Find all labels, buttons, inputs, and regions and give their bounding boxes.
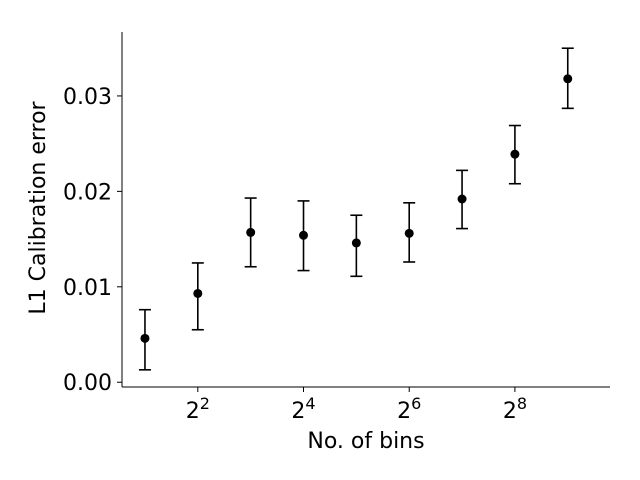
y-tick-label: 0.01 [63, 276, 112, 301]
points-layer [140, 74, 573, 343]
data-point [510, 149, 520, 159]
plot-area [138, 47, 574, 371]
data-point [140, 333, 150, 343]
data-point [351, 238, 361, 248]
data-point [193, 288, 203, 298]
data-point [457, 194, 467, 204]
data-point [299, 230, 309, 240]
x-tick-label: 22 [186, 394, 210, 424]
data-point [246, 227, 256, 237]
y-tick-label: 0.00 [63, 371, 112, 396]
x-ticks: 22 24 26 28 [186, 387, 527, 424]
x-tick-label: 24 [291, 394, 315, 424]
x-tick-label: 28 [503, 394, 527, 424]
x-axis-label: No. of bins [307, 429, 424, 454]
y-tick-label: 0.02 [63, 180, 112, 205]
y-ticks: 0.00 0.01 0.02 0.03 [63, 85, 122, 396]
errorbars-layer [138, 47, 574, 371]
x-tick-label: 26 [397, 394, 421, 424]
data-point [404, 228, 414, 238]
y-axis-label: L1 Calibration error [26, 100, 51, 314]
data-point [563, 74, 573, 84]
y-tick-label: 0.03 [63, 85, 112, 110]
